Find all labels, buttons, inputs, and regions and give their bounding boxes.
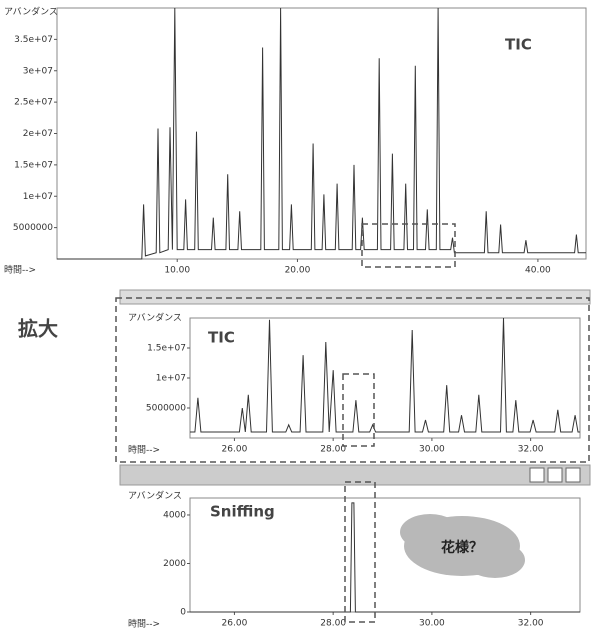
y-tick-label: 2.5e+07 xyxy=(14,98,53,108)
y-axis-label: アバンダンス xyxy=(128,312,182,324)
y-tick-label: 1e+07 xyxy=(156,374,186,384)
chromatogram-line xyxy=(190,317,580,433)
window-button xyxy=(529,467,545,483)
annotation: TIC xyxy=(505,36,532,54)
cloud xyxy=(400,514,460,550)
x-tick-label: 20.00 xyxy=(285,266,311,276)
y-tick-label: 4000 xyxy=(163,510,186,520)
x-axis-label: 時間--> xyxy=(128,619,160,630)
y-tick-label: 3.5e+07 xyxy=(14,35,53,45)
x-axis-label: 時間--> xyxy=(4,265,36,276)
cloud-note: 花様？ xyxy=(441,539,483,556)
window-button xyxy=(565,467,581,483)
x-tick-label: 10.00 xyxy=(164,266,190,276)
x-axis-label: 時間--> xyxy=(128,445,160,456)
x-tick-label: 26.00 xyxy=(222,619,248,629)
callout: 拡大 xyxy=(18,317,58,341)
y-tick-label: 3e+07 xyxy=(23,66,53,76)
x-tick-label: 30.00 xyxy=(419,445,445,455)
y-tick-label: 5000000 xyxy=(13,223,53,233)
highlight-box xyxy=(342,373,375,447)
y-axis-label: アバンダンス xyxy=(128,490,182,502)
y-tick-label: 2000 xyxy=(163,559,186,569)
y-tick-label: 1.5e+07 xyxy=(14,160,53,170)
highlight-box xyxy=(361,223,456,268)
annotation: Sniffing xyxy=(210,503,275,521)
x-tick-label: 26.00 xyxy=(222,445,248,455)
plot-frame xyxy=(189,317,581,439)
window-bar xyxy=(119,464,591,486)
y-tick-label: 2e+07 xyxy=(23,129,53,139)
y-tick-label: 5000000 xyxy=(146,404,186,414)
chromatogram-line xyxy=(190,502,580,613)
highlight-box xyxy=(115,297,590,463)
x-tick-label: 30.00 xyxy=(419,619,445,629)
cloud xyxy=(465,542,525,578)
y-axis-label: アバンダンス xyxy=(4,6,58,18)
y-tick-label: 1e+07 xyxy=(23,192,53,202)
x-tick-label: 28.00 xyxy=(320,445,346,455)
highlight-box xyxy=(344,481,376,623)
window-bar xyxy=(119,289,591,305)
window-button xyxy=(547,467,563,483)
y-tick-label: 1.5e+07 xyxy=(147,344,186,354)
annotation: TIC xyxy=(208,329,235,347)
y-tick-label: 0 xyxy=(180,608,186,618)
chromatogram-line xyxy=(57,7,586,260)
x-tick-label: 40.00 xyxy=(525,266,551,276)
x-tick-label: 28.00 xyxy=(320,619,346,629)
x-tick-label: 32.00 xyxy=(518,619,544,629)
x-tick-label: 32.00 xyxy=(518,445,544,455)
